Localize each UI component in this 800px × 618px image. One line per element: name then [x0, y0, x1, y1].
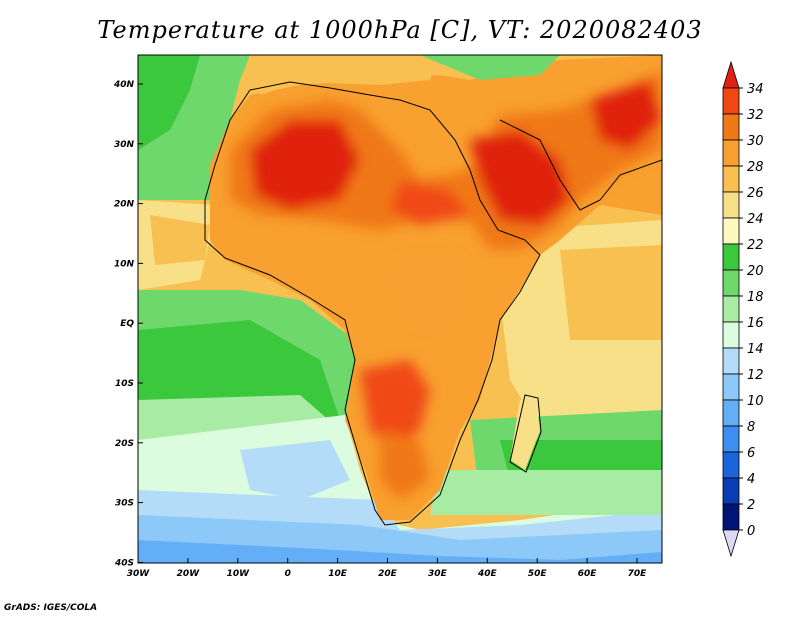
x-tick-label: 50E — [528, 569, 548, 579]
colorbar-segment — [722, 217, 740, 245]
colorbar-segment — [722, 503, 740, 531]
y-tick-label: EQ — [120, 319, 134, 329]
x-tick-label: 40E — [477, 569, 498, 579]
map-title: Temperature at 1000hPa [C], VT: 20200824… — [97, 16, 703, 44]
y-tick-label: 10S — [115, 379, 134, 389]
colorbar-segment — [722, 139, 740, 167]
x-tick-label: 20E — [378, 569, 398, 579]
x-tick-label: 10E — [328, 569, 348, 579]
x-tick-label: 0 — [285, 569, 291, 579]
y-tick-label: 30N — [114, 140, 135, 150]
colorbar-label: 20 — [747, 264, 764, 279]
y-tick-label: 30S — [115, 499, 134, 509]
colorbar-bottom-triangle — [722, 529, 740, 558]
coastline — [204, 81, 662, 526]
x-tick-label: 10W — [227, 569, 251, 579]
colorbar-segment — [722, 87, 740, 115]
colorbar-top-triangle — [722, 60, 740, 89]
y-tick-label: 40S — [114, 558, 134, 568]
colorbar-label: 34 — [747, 82, 764, 97]
x-tick-label: 20W — [177, 569, 201, 579]
colorbar-segment — [722, 425, 740, 453]
x-tick-label: 30W — [127, 569, 151, 579]
y-tick-label: 40N — [113, 80, 135, 90]
colorbar-segment — [722, 477, 740, 505]
colorbar-label: 26 — [747, 186, 764, 201]
colorbar-segment — [722, 295, 740, 323]
colorbar-segment — [722, 113, 740, 141]
temperature-field — [138, 55, 662, 563]
colorbar-segment — [722, 269, 740, 297]
colorbar-segment — [722, 347, 740, 375]
y-tick-label: 20S — [115, 439, 134, 449]
y-tick-label: 10N — [114, 259, 135, 269]
colorbar-label: 2 — [747, 498, 755, 513]
x-tick-label: 60E — [578, 569, 598, 579]
colorbar-label: 30 — [747, 134, 764, 149]
x-axis: 30W 20W 10W 0 10E 20E 30E 40E 50E 60E 70E — [127, 558, 647, 579]
colorbar-segment — [722, 191, 740, 219]
colorbar-segment — [722, 399, 740, 427]
x-tick-label: 30E — [428, 569, 448, 579]
colorbar-label: 28 — [747, 160, 764, 175]
x-tick-label: 70E — [628, 569, 648, 579]
colorbar-label: 0 — [747, 524, 755, 539]
credit-text: GrADS: IGES/COLA — [4, 603, 98, 613]
colorbar-label: 16 — [747, 316, 764, 331]
colorbar-label: 12 — [747, 368, 764, 383]
colorbar-segment — [722, 373, 740, 401]
colorbar-label: 24 — [747, 212, 764, 227]
map-frame — [137, 54, 663, 564]
colorbar-segment — [722, 321, 740, 349]
colorbar-label: 8 — [747, 420, 755, 435]
colorbar-label: 4 — [747, 472, 755, 487]
colorbar-segment — [722, 165, 740, 193]
colorbar-label: 10 — [747, 394, 764, 409]
colorbar-label: 14 — [747, 342, 764, 357]
colorbar-segment — [722, 451, 740, 479]
colorbar-segment — [722, 243, 740, 271]
y-tick-label: 20N — [114, 200, 135, 210]
colorbar-label: 18 — [747, 290, 764, 305]
colorbar-label: 6 — [747, 446, 755, 461]
colorbar-label: 22 — [747, 238, 764, 253]
y-axis: 40N 30N 20N 10N EQ 10S 20S 30S 40S — [113, 80, 143, 568]
colorbar-label: 32 — [747, 108, 764, 123]
